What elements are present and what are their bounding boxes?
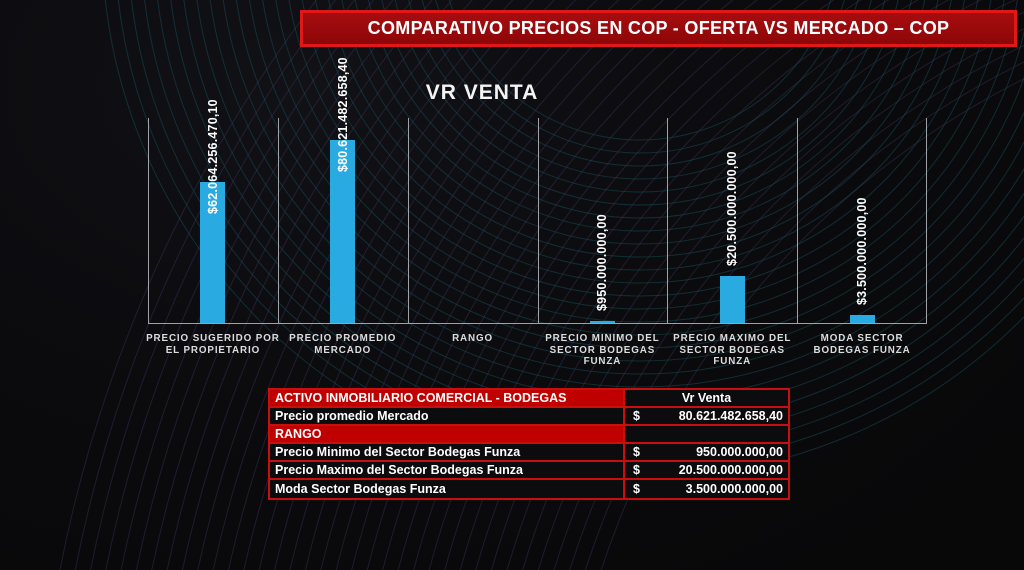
row-value-cell: $ 950.000.000,00 (625, 444, 788, 460)
row-value: 3.500.000.000,00 (685, 482, 783, 496)
table-row: Precio Maximo del Sector Bodegas Funza $… (270, 462, 788, 480)
category-label: PRECIO MAXIMO DEL SECTOR BODEGAS FUNZA (673, 333, 792, 367)
row-label: Precio Minimo del Sector Bodegas Funza (275, 445, 521, 459)
summary-table: ACTIVO INMOBILIARIO COMERCIAL - BODEGAS … (268, 388, 790, 500)
bar-value-label: $20.500.000.000,00 (725, 151, 740, 267)
category-label: PRECIO MINIMO DEL SECTOR BODEGAS FUNZA (545, 333, 660, 367)
section-label: RANGO (275, 427, 322, 441)
section-empty-cell (625, 426, 788, 442)
row-label: Moda Sector Bodegas Funza (275, 482, 446, 496)
bar-value-label: $950.000.000,00 (595, 213, 610, 311)
table-header-activo-cell: ACTIVO INMOBILIARIO COMERCIAL - BODEGAS (270, 390, 625, 406)
axis-separator-line (797, 118, 798, 323)
category-label: RANGO (452, 333, 494, 344)
category-label: MODA SECTOR BODEGAS FUNZA (813, 333, 911, 356)
table-row: Precio promedio Mercado $ 80.621.482.658… (270, 408, 788, 426)
row-value-cell: $ 80.621.482.658,40 (625, 408, 788, 424)
title-banner: COMPARATIVO PRECIOS EN COP - OFERTA VS M… (300, 10, 1017, 47)
category-label: PRECIO PROMEDIO MERCADO (289, 333, 397, 356)
bar (200, 182, 226, 323)
table-header-vrventa-label: Vr Venta (681, 391, 732, 405)
axis-separator-line (667, 118, 668, 323)
axis-separator-line (538, 118, 539, 323)
row-value-cell: $ 3.500.000.000,00 (625, 480, 788, 498)
section-label-cell: RANGO (270, 426, 625, 442)
bar (589, 320, 615, 323)
row-label: Precio promedio Mercado (275, 409, 429, 423)
row-value: 20.500.000.000,00 (678, 463, 783, 477)
chart-title: VR VENTA (425, 81, 539, 104)
bar (719, 276, 745, 323)
bar (849, 315, 875, 323)
row-value: 950.000.000,00 (696, 445, 783, 459)
table-section-row: RANGO (270, 426, 788, 444)
row-label: Precio Maximo del Sector Bodegas Funza (275, 463, 523, 477)
axis-separator-line (148, 118, 149, 323)
table-row: Precio Minimo del Sector Bodegas Funza $… (270, 444, 788, 462)
bar-value-label: $62.064.256.470,10 (205, 99, 220, 215)
table-row: Moda Sector Bodegas Funza $ 3.500.000.00… (270, 480, 788, 498)
axis-baseline (148, 323, 927, 324)
currency-symbol: $ (633, 482, 640, 496)
bar-chart: $62.064.256.470,10 PRECIO SUGERIDO POR EL… (146, 57, 927, 373)
bar-value-label: $80.621.482.658,40 (335, 57, 350, 172)
currency-symbol: $ (633, 445, 640, 459)
row-label-cell: Precio Minimo del Sector Bodegas Funza (270, 444, 625, 460)
category-label: PRECIO SUGERIDO POR EL PROPIETARIO (146, 333, 280, 356)
axis-separator-line (408, 118, 409, 323)
table-header-vrventa-cell: Vr Venta (625, 390, 788, 406)
bar-value-label: $3.500.000.000,00 (855, 197, 870, 306)
row-value: 80.621.482.658,40 (678, 409, 783, 423)
row-label-cell: Precio promedio Mercado (270, 408, 625, 424)
row-value-cell: $ 20.500.000.000,00 (625, 462, 788, 478)
currency-symbol: $ (633, 409, 640, 423)
axis-separator-line (926, 118, 927, 323)
row-label-cell: Precio Maximo del Sector Bodegas Funza (270, 462, 625, 478)
bar (330, 140, 356, 323)
banner-title: COMPARATIVO PRECIOS EN COP - OFERTA VS M… (367, 18, 950, 38)
axis-separator-line (278, 118, 279, 323)
table-header-row: ACTIVO INMOBILIARIO COMERCIAL - BODEGAS … (270, 390, 788, 408)
currency-symbol: $ (633, 463, 640, 477)
row-label-cell: Moda Sector Bodegas Funza (270, 480, 625, 498)
table-header-label: ACTIVO INMOBILIARIO COMERCIAL - BODEGAS (275, 391, 567, 405)
